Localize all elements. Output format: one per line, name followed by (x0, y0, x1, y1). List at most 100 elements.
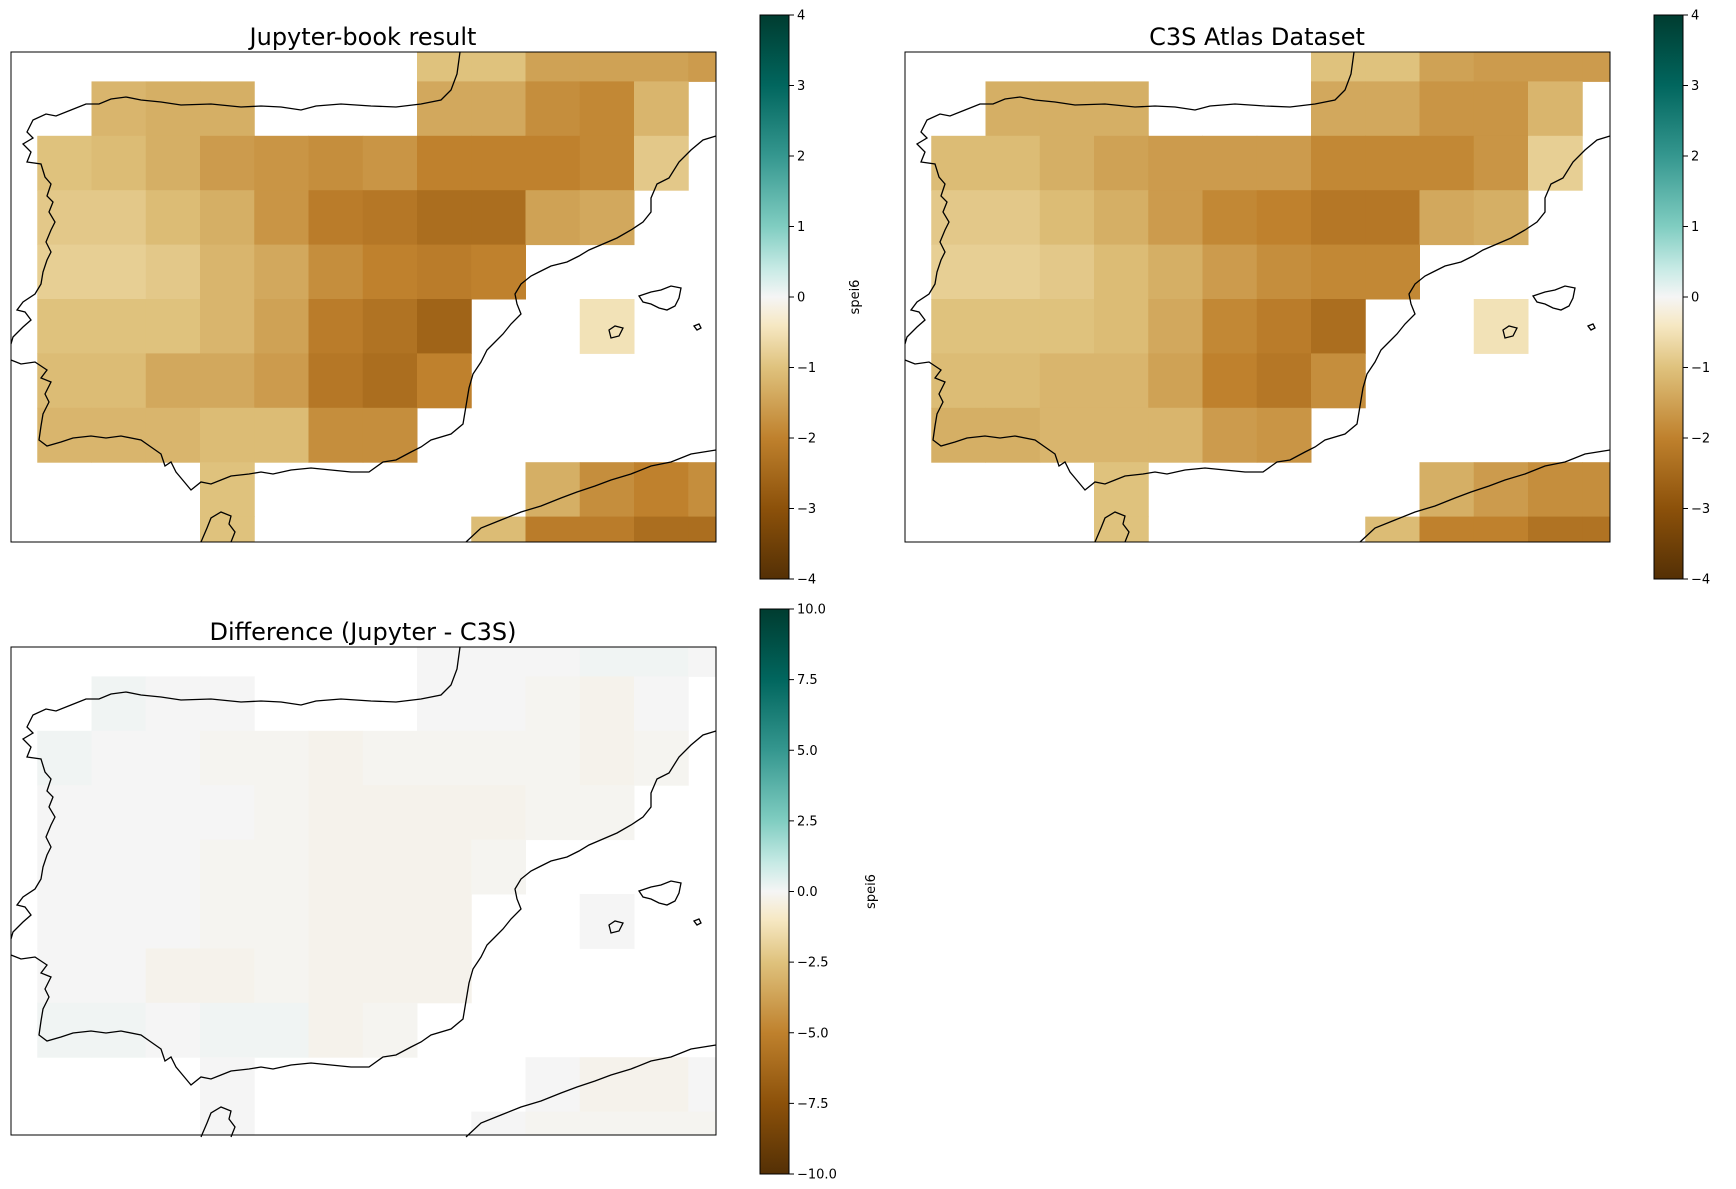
grid-cell (254, 190, 309, 246)
panel-title: C3S Atlas Dataset (1149, 23, 1365, 51)
colorbar-tick-label: −5.0 (797, 1026, 829, 1041)
grid-cell (471, 647, 526, 677)
panel-jupyter-book (10, 51, 717, 543)
grid-cell (1473, 190, 1529, 246)
grid-cell (985, 244, 1041, 300)
grid-cell (525, 785, 581, 841)
grid-cell (525, 462, 581, 518)
grid-cell (308, 894, 364, 949)
grid-cell (1039, 190, 1095, 246)
grid-cell (362, 299, 418, 354)
colorbar-tick-label: −4 (1691, 573, 1710, 588)
coastline-segment (465, 449, 717, 543)
colorbar-tick-label: 5.0 (797, 744, 818, 759)
grid-cell (417, 52, 472, 82)
grid-cell (1094, 299, 1149, 354)
grid-cell (145, 190, 201, 246)
grid-cell (200, 244, 255, 300)
grid-cell (91, 839, 147, 895)
colorbar-tick-label: 0 (797, 291, 805, 306)
grid-cell (1528, 462, 1583, 518)
colorbar-tick-label: −2.5 (797, 956, 829, 971)
grid-cell (688, 1111, 717, 1136)
grid-cell (1202, 244, 1258, 300)
grid-cell (985, 190, 1041, 246)
colorbar-tick-label: 10.0 (797, 603, 826, 618)
grid-cell (1094, 407, 1149, 463)
grid-cell (91, 1002, 147, 1058)
grid-cell (634, 1057, 689, 1113)
grid-cell (1582, 52, 1611, 82)
colorbar-tick-label: −2 (797, 432, 816, 447)
grid-cell (417, 353, 472, 409)
grid-cell (200, 948, 255, 1004)
grid-cell (91, 407, 147, 463)
colorbar-tick-label: 2 (797, 150, 805, 165)
grid-cell (362, 407, 418, 463)
grid-cell (362, 244, 418, 300)
grid-cell (145, 785, 201, 841)
grid-cell (37, 353, 92, 409)
colorbar-tick-label: −3 (1691, 502, 1710, 517)
grid-cell (1311, 244, 1366, 300)
colorbar-jupyter: −4 −3 −2 −1 0 1 2 3 4 spei6 (759, 9, 863, 588)
grid-cell (308, 785, 364, 841)
colorbar-gradient (759, 14, 790, 580)
grid-cell (417, 244, 472, 300)
grid-cell (91, 190, 147, 246)
grid-cell (1256, 353, 1312, 409)
coastline-segment (1094, 511, 1130, 543)
grid-cell (1473, 516, 1529, 543)
grid-cell (1419, 462, 1475, 518)
map-frame (10, 646, 717, 1136)
grid-cell (931, 407, 986, 463)
grid-cell (145, 81, 201, 137)
grid-cell (525, 52, 581, 82)
grid-cell (1419, 516, 1475, 543)
coastline-segment (200, 1106, 236, 1138)
coastline-segment (1502, 325, 1518, 339)
grid-cell (308, 839, 364, 895)
colorbar-tick-label: −2 (1691, 432, 1710, 447)
grid-cell (145, 135, 201, 191)
grid-cell (37, 894, 92, 949)
grid-cell (200, 516, 255, 543)
grid-cell (1148, 190, 1203, 246)
grid-cell (91, 244, 147, 300)
grid-cell (362, 1002, 418, 1058)
grid-cell (1473, 299, 1529, 354)
coastline-segment (1359, 449, 1611, 543)
heatmap-cells (931, 52, 1611, 543)
grid-cell (37, 839, 92, 895)
grid-cell (1473, 52, 1529, 82)
coastline-segment (904, 51, 1355, 345)
map-frame (904, 51, 1611, 543)
grid-cell (145, 299, 201, 354)
grid-cell (634, 516, 689, 543)
grid-cell (417, 730, 472, 786)
grid-cell (1148, 353, 1203, 409)
heatmap-cells (37, 52, 717, 543)
grid-cell (200, 676, 255, 732)
coastline (904, 51, 1611, 543)
coastline-segment (608, 920, 624, 934)
grid-cell (1148, 407, 1203, 463)
colorbar-tick-label: 2 (1691, 150, 1699, 165)
grid-cell (200, 730, 255, 786)
grid-cell (1365, 190, 1420, 246)
panel-title: Difference (Jupyter - C3S) (209, 618, 516, 646)
grid-cell (1202, 135, 1258, 191)
colorbar-tick-label: −1 (797, 361, 816, 376)
grid-cell (417, 81, 472, 137)
grid-cell (1094, 516, 1149, 543)
grid-cell (200, 299, 255, 354)
panel-difference (10, 646, 717, 1138)
grid-cell (145, 244, 201, 300)
grid-cell (1582, 462, 1611, 518)
grid-cell (471, 190, 526, 246)
grid-cell (1528, 516, 1583, 543)
grid-cell (1202, 353, 1258, 409)
grid-cell (145, 353, 201, 409)
grid-cell (634, 52, 689, 82)
grid-cell (254, 299, 309, 354)
